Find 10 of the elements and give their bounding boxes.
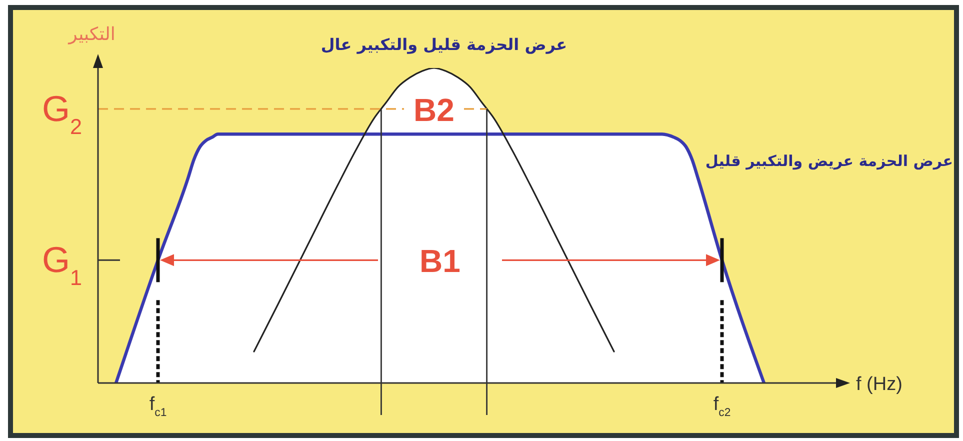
ref-line-label: G$_{1}$ [42,239,82,290]
ref-line-label: G$_{2}$ [42,88,82,138]
series-label: عرض الحزمة قليل والتكبير عال [320,35,568,54]
y-axis-title: التكبير [68,24,116,45]
x-axis-title: f (Hz) [856,374,902,395]
annotation: B2 [414,92,454,128]
series-label: عرض الحزمة عريض والتكبير قليل [705,152,953,170]
x-tick-label: f$_{c1}$ [149,394,167,419]
x-tick-label: f$_{c2}$ [713,394,731,419]
annotation: B1 [420,243,460,280]
